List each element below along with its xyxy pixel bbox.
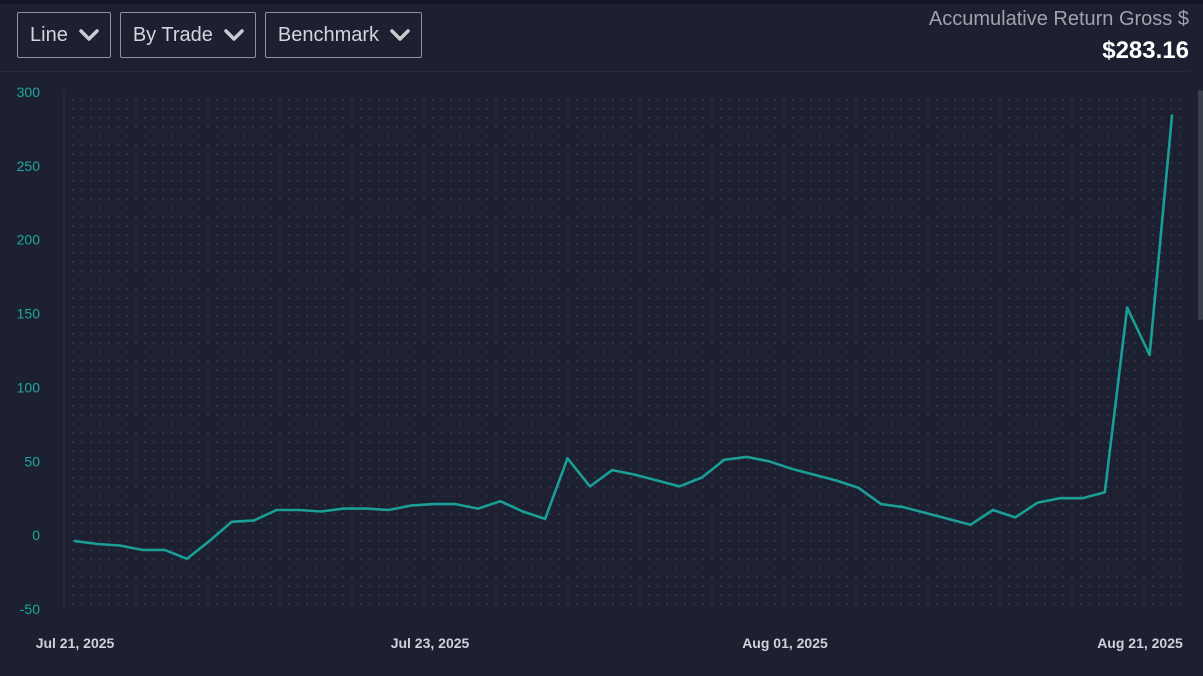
grouping-dropdown[interactable]: By Trade (119, 12, 256, 58)
data-point (745, 455, 748, 459)
x-tick-label: Jul 21, 2025 (36, 635, 115, 651)
y-tick-label: 250 (17, 158, 41, 174)
data-point (185, 557, 189, 560)
summary-title: Accumulative Return Gross $ (928, 8, 1189, 30)
data-point (946, 517, 950, 521)
summary-value: $283.16 (1102, 37, 1189, 64)
data-point (454, 502, 457, 506)
data-point (230, 520, 233, 523)
chart-type-dropdown[interactable]: Line (17, 12, 111, 58)
data-point (969, 523, 972, 526)
data-point (1036, 501, 1039, 504)
data-point (1148, 353, 1151, 357)
data-point (566, 457, 569, 460)
data-point (96, 542, 99, 546)
grouping-label: By Trade (132, 23, 213, 46)
data-point (879, 502, 883, 506)
data-point (991, 508, 995, 512)
data-point (1170, 114, 1174, 117)
y-tick-label: 100 (17, 379, 41, 395)
data-point (118, 544, 122, 547)
chevron-down-icon (224, 29, 244, 41)
y-tick-label: 0 (32, 527, 40, 543)
x-tick-label: Jul 23, 2025 (391, 635, 470, 651)
data-point (320, 510, 323, 513)
data-point (723, 458, 726, 461)
data-point (1014, 516, 1017, 519)
data-point (499, 500, 502, 503)
header-divider (0, 71, 1189, 72)
data-point (364, 507, 368, 510)
data-point (902, 505, 905, 509)
benchmark-dropdown[interactable]: Benchmark (264, 12, 423, 58)
data-point (633, 473, 636, 476)
return-summary: Accumulative Return Gross $ $283.16 (929, 8, 1189, 65)
series-line (73, 114, 1174, 561)
plot-grid (72, 98, 1182, 608)
benchmark-label: Benchmark (277, 23, 380, 46)
data-point (857, 486, 860, 490)
data-point (835, 479, 838, 482)
x-tick-label: Aug 01, 2025 (742, 635, 828, 651)
chart-type-label: Line (30, 23, 68, 46)
data-point (275, 508, 278, 512)
series-points (73, 114, 1174, 560)
data-point (252, 519, 256, 522)
data-point (1103, 491, 1107, 494)
chevron-down-icon (390, 29, 410, 41)
data-point (678, 485, 681, 488)
data-point (342, 507, 345, 510)
data-point (611, 468, 614, 472)
x-tick-label: Aug 21, 2025 (1097, 635, 1183, 651)
scrollbar[interactable] (1198, 90, 1203, 320)
data-point (1081, 497, 1084, 500)
y-tick-label: 150 (17, 306, 41, 322)
data-point (409, 504, 412, 507)
data-point (543, 517, 547, 521)
data-point (141, 548, 144, 552)
data-point (767, 460, 771, 463)
data-point (163, 548, 166, 552)
data-point (387, 508, 390, 512)
y-tick-label: 300 (17, 84, 41, 100)
y-tick-label: -50 (20, 601, 40, 617)
data-point (700, 476, 704, 479)
data-point (924, 511, 927, 515)
y-axis-ticks: 300 250 200 150 100 50 0 -50 (17, 84, 41, 617)
y-tick-label: 200 (17, 232, 41, 248)
data-point (812, 473, 815, 476)
data-point (476, 507, 480, 510)
data-point (655, 479, 659, 482)
data-point (432, 502, 435, 506)
x-axis-ticks: Jul 21, 2025 Jul 23, 2025 Aug 01, 2025 Aug … (36, 635, 1183, 651)
toolbar: Line By Trade Benchmark (17, 12, 423, 58)
chevron-down-icon (79, 29, 99, 41)
data-point (73, 539, 77, 543)
data-point (297, 508, 301, 512)
data-point (588, 485, 592, 488)
data-point (1126, 306, 1129, 309)
data-point (208, 539, 211, 543)
data-point (521, 510, 524, 513)
data-point (1058, 497, 1062, 500)
y-tick-label: 50 (24, 453, 40, 469)
data-point (790, 467, 793, 470)
